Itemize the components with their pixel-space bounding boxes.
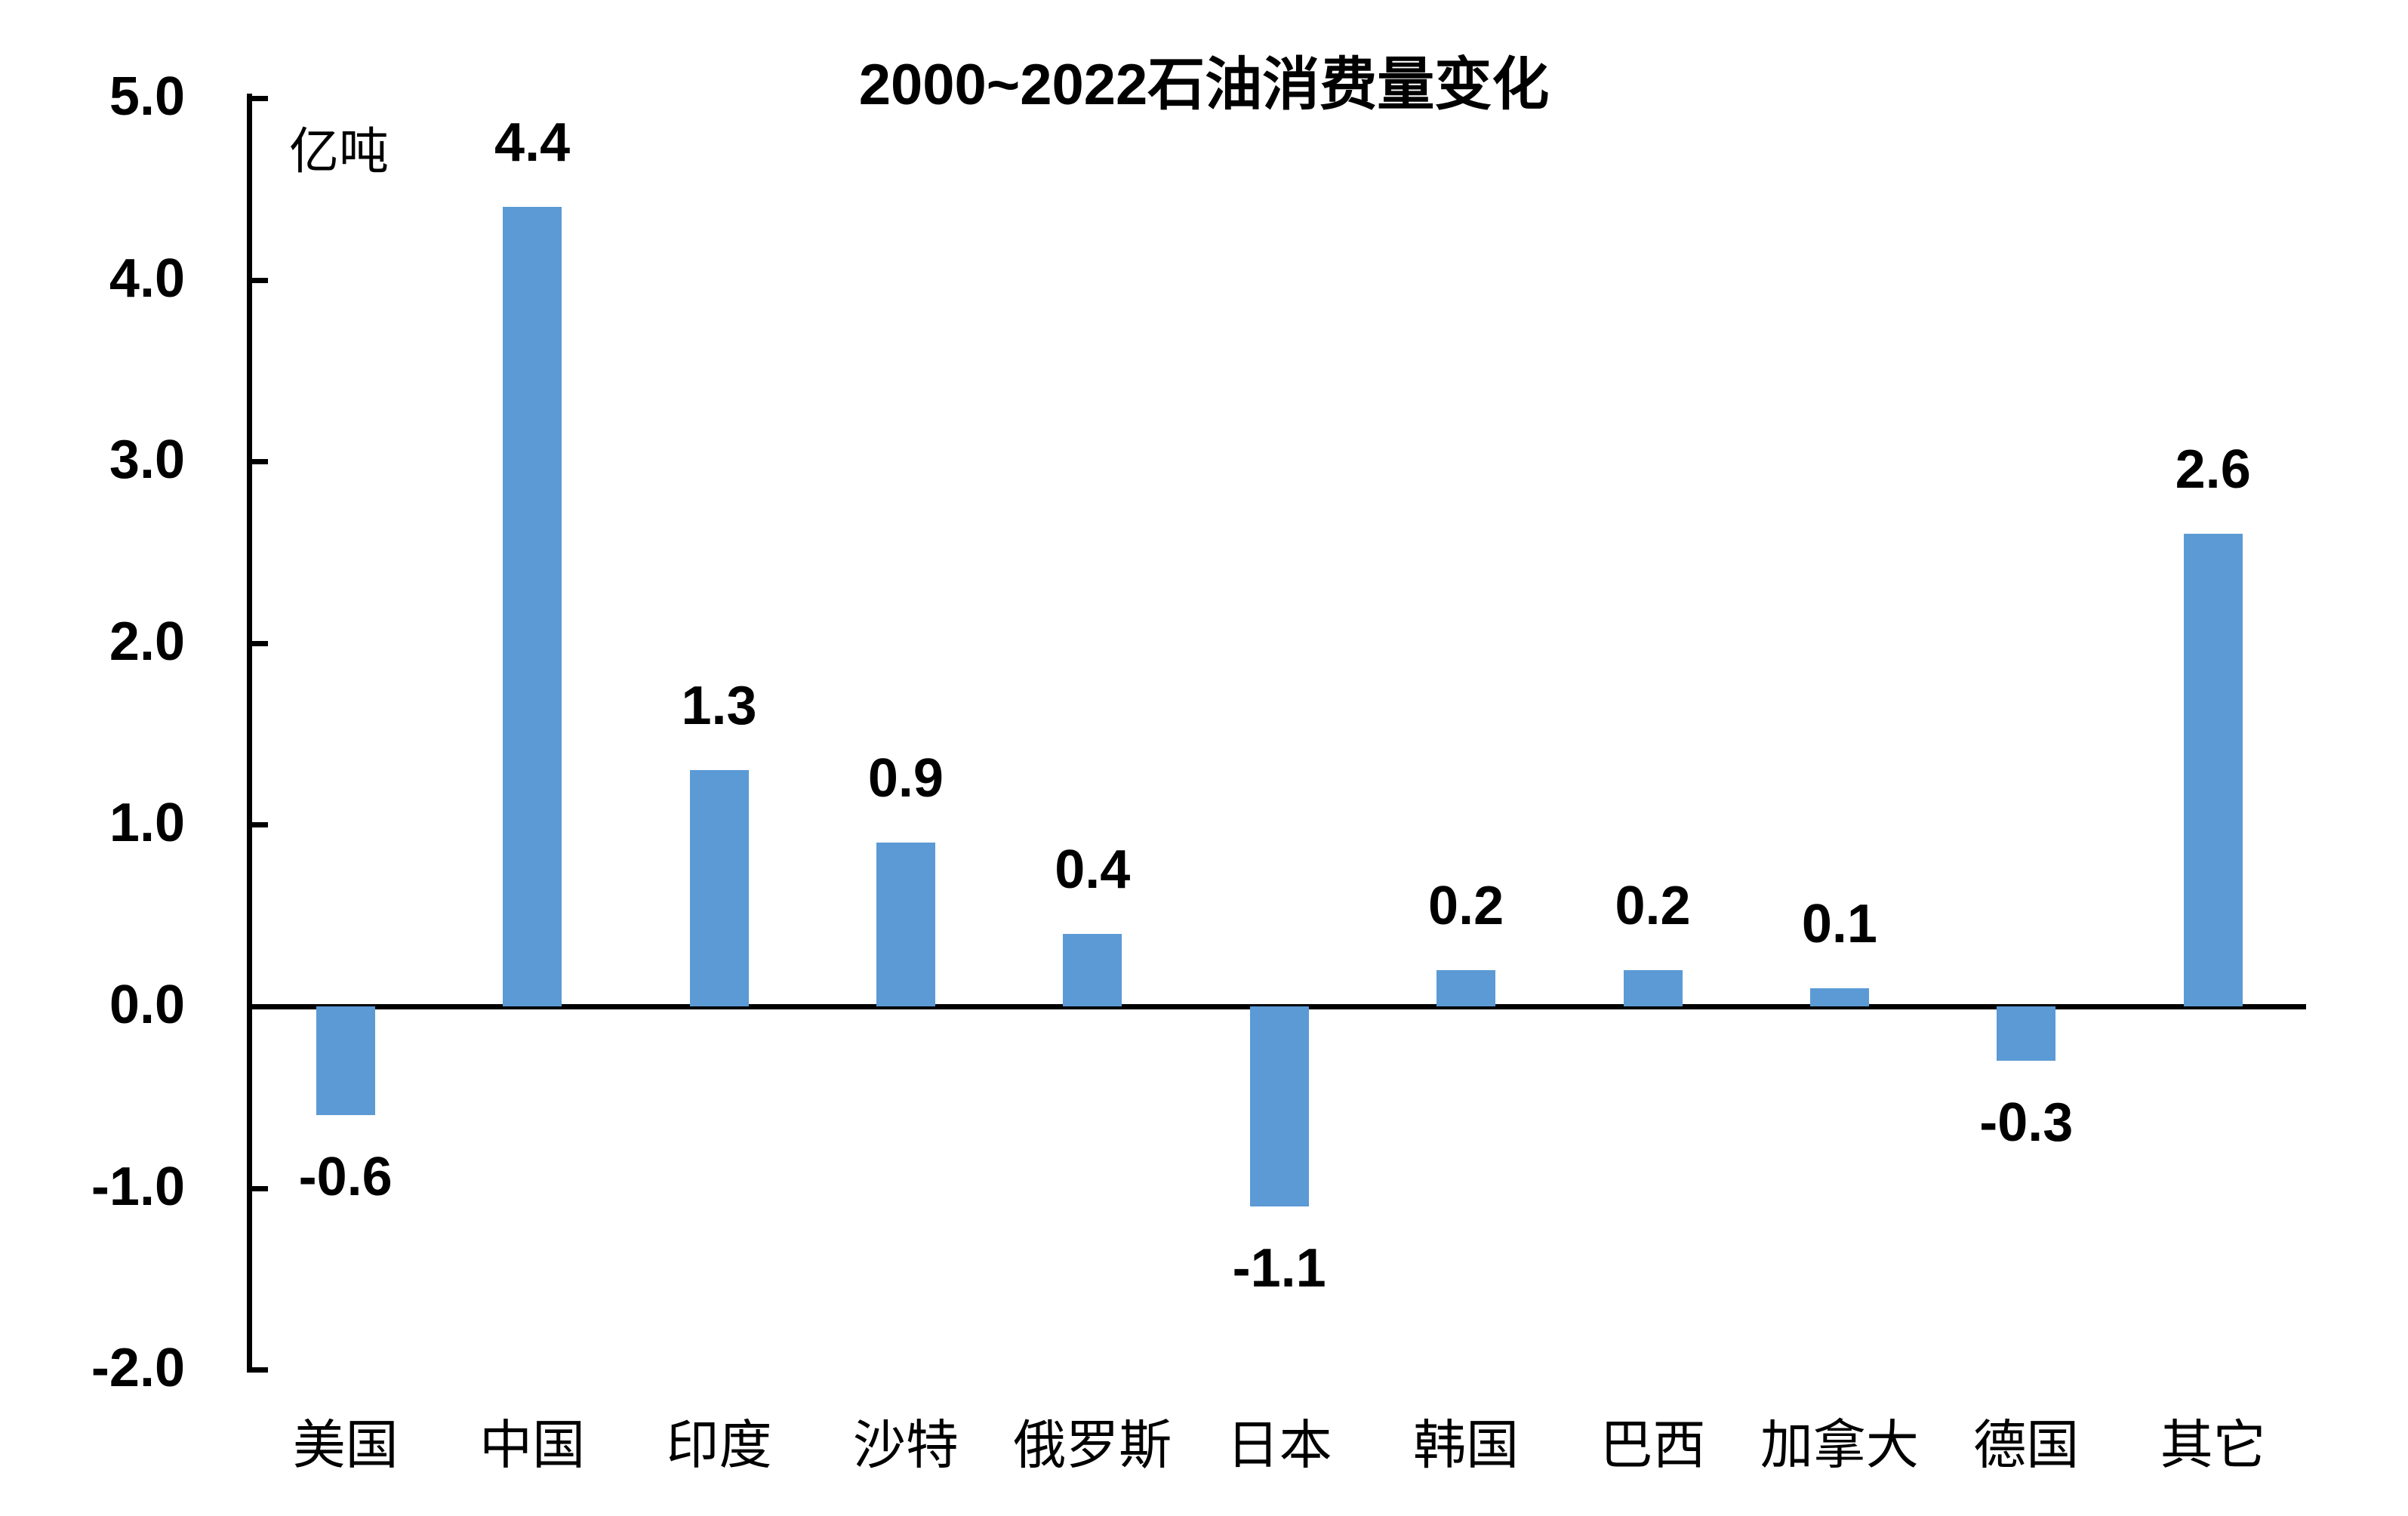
bar-value-label: 0.4: [1055, 839, 1131, 900]
bar: [2183, 534, 2243, 1006]
y-tick-label: -1.0: [91, 1156, 185, 1217]
bar: [1436, 969, 1496, 1006]
bar-value-label: 0.2: [1615, 875, 1691, 936]
y-tick-mark: [247, 1004, 268, 1009]
bar: [1809, 988, 1869, 1006]
bar-value-label: 2.6: [2175, 439, 2251, 501]
bar-value-label: 1.3: [681, 676, 757, 737]
y-tick-label: 0.0: [109, 975, 185, 1035]
y-tick-mark: [247, 277, 268, 283]
x-category-label: 中国: [479, 1417, 586, 1475]
y-tick-label: 4.0: [109, 248, 185, 309]
bar-value-label: 0.2: [1428, 875, 1504, 936]
x-category-label: 其它: [2160, 1417, 2266, 1475]
y-tick-label: 3.0: [109, 430, 185, 491]
y-axis-unit-label: 亿吨: [289, 125, 389, 180]
bar-value-label: 0.1: [1801, 893, 1877, 954]
y-tick-mark: [247, 459, 268, 465]
x-category-label: 俄罗斯: [1013, 1417, 1172, 1475]
bar-value-label: 0.9: [867, 748, 944, 809]
bar: [876, 843, 935, 1006]
bar-value-label: -0.3: [1979, 1092, 2074, 1154]
y-tick-label: 1.0: [109, 793, 185, 854]
bar: [689, 770, 749, 1006]
bar: [1623, 969, 1683, 1006]
y-tick-label: 2.0: [109, 611, 185, 672]
y-axis-line: [247, 94, 252, 1373]
x-category-label: 沙特: [852, 1417, 959, 1475]
bar: [1997, 1006, 2056, 1062]
y-tick-mark: [247, 1185, 268, 1191]
bar: [1063, 933, 1122, 1006]
y-tick-mark: [247, 1367, 268, 1373]
y-tick-label: -2.0: [91, 1338, 185, 1399]
bar-value-label: -0.6: [298, 1147, 393, 1208]
x-category-label: 美国: [292, 1417, 399, 1475]
x-category-label: 巴西: [1600, 1417, 1706, 1475]
y-tick-mark: [247, 96, 268, 101]
y-tick-mark: [247, 822, 268, 828]
x-category-label: 印度: [666, 1417, 772, 1475]
chart-title: 2000~2022石油消费量变化: [858, 53, 1550, 117]
x-category-label: 加拿大: [1760, 1417, 1919, 1475]
bar: [1249, 1006, 1309, 1206]
y-tick-mark: [247, 640, 268, 646]
bar: [316, 1006, 375, 1116]
x-category-label: 日本: [1226, 1417, 1332, 1475]
bar: [503, 207, 562, 1006]
bar-value-label: -1.1: [1232, 1237, 1326, 1299]
y-tick-label: 5.0: [109, 66, 185, 127]
x-category-label: 韩国: [1413, 1417, 1520, 1475]
bar-value-label: 4.4: [494, 112, 571, 174]
x-category-label: 德国: [1973, 1417, 2080, 1475]
